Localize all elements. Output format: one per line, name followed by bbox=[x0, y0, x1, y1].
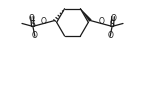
Text: O: O bbox=[29, 14, 35, 23]
Text: S: S bbox=[30, 20, 35, 29]
Text: O: O bbox=[41, 18, 47, 27]
Polygon shape bbox=[80, 9, 91, 21]
Text: O: O bbox=[110, 14, 116, 23]
Text: O: O bbox=[107, 31, 113, 40]
Text: S: S bbox=[110, 20, 115, 29]
Text: O: O bbox=[32, 31, 38, 40]
Text: O: O bbox=[98, 18, 104, 27]
